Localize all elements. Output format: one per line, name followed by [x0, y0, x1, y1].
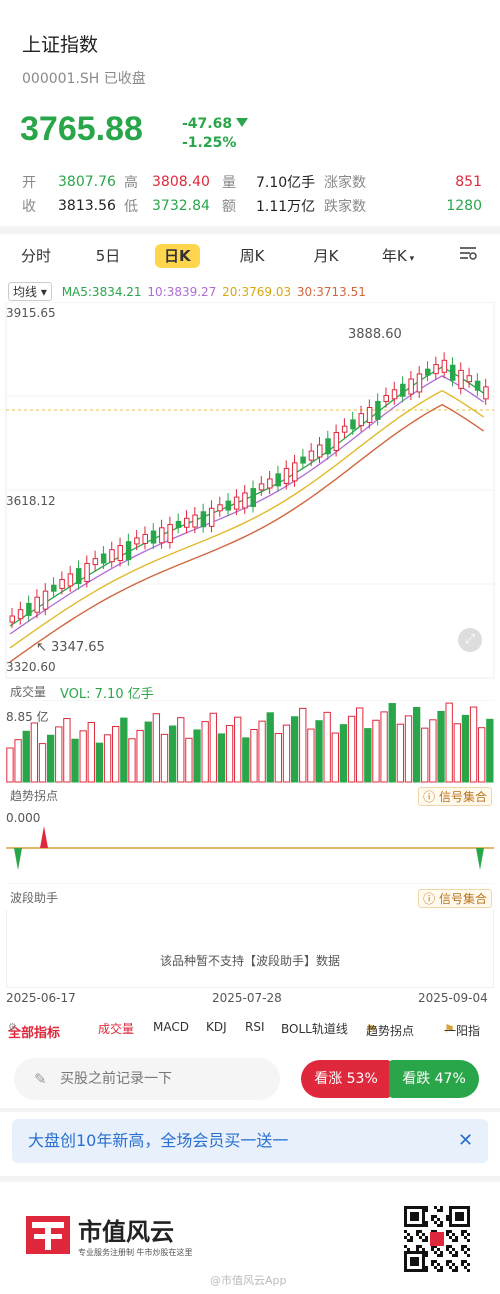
trend-label: 趋势拐点	[10, 789, 59, 803]
tab-yearly-k[interactable]: 年K ▾	[374, 244, 422, 268]
high-value: 3808.40	[152, 174, 210, 190]
kline-chart[interactable]	[0, 302, 500, 680]
kline-max-label: 3888.60	[348, 327, 402, 342]
page-title: 上证指数	[22, 34, 99, 56]
kline-mid-label: 3618.12	[6, 494, 56, 508]
wave-panel	[6, 910, 494, 988]
amt-label: 额	[222, 199, 236, 215]
trend-signal-button[interactable]: ⓘ 信号集合	[418, 787, 492, 806]
brand-logo-icon	[26, 1216, 70, 1254]
ma-legend: 均线 ▾ MA5:3834.21 10:3839.27 20:3769.03 3…	[8, 282, 366, 301]
ma-selector-label: 均线	[13, 285, 38, 299]
indicator-macd[interactable]: MACD	[153, 1020, 189, 1034]
date-start: 2025-06-17	[6, 991, 76, 1005]
wave-signal-label: 信号集合	[438, 892, 487, 906]
wave-signal-button[interactable]: ⓘ 信号集合	[418, 889, 492, 908]
brand-name: 市值风云	[78, 1218, 174, 1246]
min-arrow-icon: ↖	[36, 640, 52, 655]
note-input[interactable]: 买股之前记录一下	[14, 1058, 280, 1100]
trend-signal-label: 信号集合	[438, 790, 487, 804]
divider	[0, 226, 500, 234]
indicator-yiyang-label: 一阳指	[444, 1024, 481, 1038]
promo-banner[interactable]: 大盘创10年新高，全场会员买一送一	[12, 1119, 488, 1163]
wave-label: 波段助手	[10, 891, 59, 905]
qr-code-icon	[404, 1206, 470, 1272]
divider	[0, 1108, 500, 1112]
trend-value: 0.000	[6, 811, 41, 825]
flag-icon: ⚑	[444, 1022, 455, 1036]
ma20-value: 20:3769.03	[222, 285, 292, 299]
indicator-boll[interactable]: BOLL轨道线	[281, 1022, 348, 1036]
low-label: 低	[124, 199, 138, 215]
volume-chart	[6, 700, 494, 783]
vol-value: 7.10亿手	[256, 175, 316, 191]
ma30-value: 30:3713.51	[296, 285, 366, 299]
tab-intraday[interactable]: 分时	[20, 247, 51, 265]
down-arrow-icon	[236, 118, 249, 127]
indicator-kdj[interactable]: KDJ	[206, 1020, 227, 1034]
change-percent: -1.25%	[182, 135, 237, 151]
ma10-value: 10:3839.27	[147, 285, 217, 299]
date-end: 2025-09-04	[418, 991, 488, 1005]
volume-label: 成交量	[10, 685, 47, 699]
down-count-value: 1280	[446, 198, 482, 214]
tab-weekly-k[interactable]: 周K	[239, 247, 265, 265]
up-count-value: 851	[455, 174, 482, 190]
indicator-rsi[interactable]: RSI	[245, 1020, 265, 1034]
trend-chart	[6, 826, 494, 884]
change-value: -47.68	[182, 116, 233, 132]
kline-min-value: 3347.65	[51, 640, 105, 655]
tab-monthly-k[interactable]: 月K	[313, 247, 339, 265]
date-mid: 2025-07-28	[212, 991, 282, 1005]
high-label: 高	[124, 175, 138, 191]
low-value: 3732.84	[152, 198, 210, 214]
open-label: 开	[22, 175, 36, 191]
current-price: 3765.88	[20, 110, 143, 148]
all-indicators-label: 全部指标	[8, 1026, 61, 1041]
chart-settings-icon[interactable]	[456, 244, 480, 268]
indicator-volume[interactable]: 成交量	[98, 1022, 135, 1036]
tab-5day[interactable]: 5日	[95, 247, 121, 265]
open-value: 3807.76	[58, 174, 116, 190]
info-icon: ⓘ	[423, 790, 439, 804]
ma-selector[interactable]: 均线 ▾	[8, 282, 52, 301]
kline-bottom-label: 3320.60	[6, 660, 56, 674]
close-value: 3813.56	[58, 198, 116, 214]
caret-down-icon: ▾	[406, 254, 415, 264]
wave-unsupported-text: 该品种暂不支持【波段助手】数据	[159, 954, 340, 968]
ma5-value: MA5:3834.21	[61, 285, 142, 299]
volume-value: VOL: 7.10 亿手	[60, 687, 154, 702]
up-count-label: 涨家数	[324, 175, 366, 191]
amt-value: 1.11万亿	[256, 199, 316, 215]
note-placeholder: 买股之前记录一下	[60, 1071, 172, 1087]
tab-yearly-k-label: 年K	[381, 247, 407, 265]
price-change: -47.68 -1.25%	[182, 115, 249, 153]
divider	[0, 1176, 500, 1182]
info-icon: ⓘ	[423, 892, 439, 906]
fullscreen-icon[interactable]: ⤢	[458, 628, 482, 652]
volume-max-label: 8.85 亿	[6, 710, 49, 724]
close-label: 收	[22, 199, 36, 215]
weibo-watermark: @市值风云App	[210, 1274, 287, 1287]
stats-grid: 开 3807.76 高 3808.40 量 7.10亿手 涨家数 851 收 3…	[22, 170, 482, 218]
stock-code: 000001.SH 已收盘	[22, 71, 146, 87]
pencil-icon: ✎	[34, 1070, 47, 1088]
tab-daily-k[interactable]: 日K	[155, 244, 200, 268]
bullish-button[interactable]: 看涨 53%	[301, 1060, 391, 1098]
gear-icon: ⚙	[8, 1022, 17, 1033]
kline-top-label: 3915.65	[6, 306, 56, 320]
vol-label: 量	[222, 175, 236, 191]
indicator-trend-label: 趋势拐点	[366, 1024, 415, 1038]
period-tabs: 分时 5日 日K 周K 月K 年K ▾	[0, 238, 500, 274]
close-icon[interactable]: ✕	[458, 1130, 474, 1151]
bearish-button[interactable]: 看跌 47%	[389, 1060, 479, 1098]
flag-icon: ⚑	[366, 1022, 377, 1036]
kline-min-label: ↖ 3347.65	[36, 640, 105, 655]
down-count-label: 跌家数	[324, 199, 366, 215]
brand-slogan: 专业服务注册制 牛市炒股在这里	[78, 1248, 193, 1257]
indicator-row: 全部指标 ⚙ 成交量 MACD KDJ RSI BOLL轨道线 ⚑ 趋势拐点 ⚑ 一…	[0, 1018, 500, 1041]
